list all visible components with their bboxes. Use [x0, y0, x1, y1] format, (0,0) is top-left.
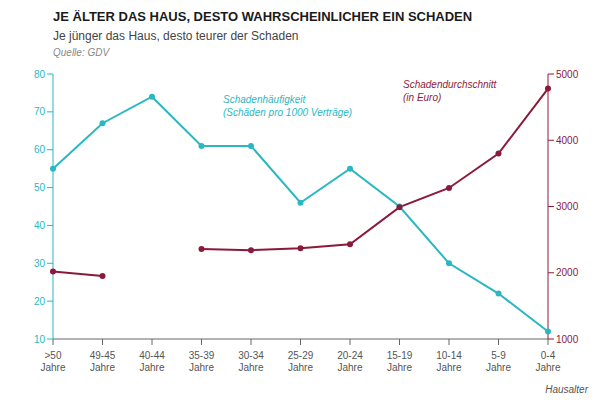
- svg-text:1000: 1000: [556, 334, 579, 345]
- svg-text:4000: 4000: [556, 135, 579, 146]
- svg-text:0-4Jahre: 0-4Jahre: [535, 350, 560, 373]
- svg-text:30: 30: [34, 258, 46, 269]
- svg-text:10: 10: [34, 334, 46, 345]
- svg-text:25-29Jahre: 25-29Jahre: [288, 350, 314, 373]
- html-text:JE ÄLTER DAS HAUS, DESTO WAHRS: JE ÄLTER DAS HAUS, DESTO WAHRSCHEINLICHE…: [53, 9, 473, 24]
- html-text:Hausalter: Hausalter: [545, 384, 588, 395]
- svg-text:5000: 5000: [556, 69, 579, 80]
- svg-text:70: 70: [34, 106, 46, 117]
- svg-text:20-24Jahre: 20-24Jahre: [337, 350, 363, 373]
- svg-text:60: 60: [34, 144, 46, 155]
- html-text:Schadendurchschnitt (in Euro): Schadendurchschnitt (in Euro): [403, 79, 497, 103]
- html-text:Je jünger das Haus, desto teur: Je jünger das Haus, desto teurer der Sch…: [53, 29, 299, 43]
- svg-text:30-34Jahre: 30-34Jahre: [238, 350, 264, 373]
- svg-text:2000: 2000: [556, 267, 579, 278]
- svg-text:10-14Jahre: 10-14Jahre: [436, 350, 462, 373]
- svg-text:80: 80: [34, 69, 46, 80]
- svg-text:>50Jahre: >50Jahre: [40, 350, 65, 373]
- svg-text:15-19Jahre: 15-19Jahre: [387, 350, 413, 373]
- svg-text:20: 20: [34, 296, 46, 307]
- svg-text:40: 40: [34, 220, 46, 231]
- svg-text:49-45Jahre: 49-45Jahre: [90, 350, 116, 373]
- svg-text:50: 50: [34, 182, 46, 193]
- svg-text:40-44Jahre: 40-44Jahre: [139, 350, 165, 373]
- html-text:Quelle: GDV: Quelle: GDV: [53, 47, 110, 58]
- svg-text:35-39Jahre: 35-39Jahre: [189, 350, 215, 373]
- svg-text:5-9Jahre: 5-9Jahre: [486, 350, 511, 373]
- html-text:Schadenhäufigkeit (Schäden pro: Schadenhäufigkeit (Schäden pro 1000 Vert…: [223, 94, 353, 118]
- svg-text:3000: 3000: [556, 201, 579, 212]
